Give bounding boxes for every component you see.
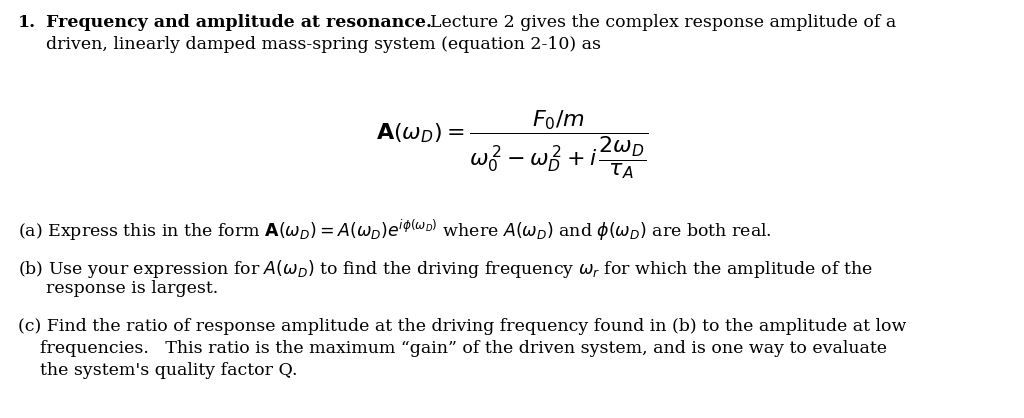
Text: response is largest.: response is largest. xyxy=(46,280,218,297)
Text: (c) Find the ratio of response amplitude at the driving frequency found in (b) t: (c) Find the ratio of response amplitude… xyxy=(18,318,906,335)
Text: the system's quality factor Q.: the system's quality factor Q. xyxy=(18,362,298,379)
Text: (a) Express this in the form $\mathbf{A}(\omega_D) = A(\omega_D)e^{i\phi(\omega_: (a) Express this in the form $\mathbf{A}… xyxy=(18,218,772,243)
Text: Lecture 2 gives the complex response amplitude of a: Lecture 2 gives the complex response amp… xyxy=(430,14,896,31)
Text: $\mathbf{A}(\omega_D) = \dfrac{F_0/m}{\omega_0^{\,2} - \omega_D^{\,2} + i\,\dfra: $\mathbf{A}(\omega_D) = \dfrac{F_0/m}{\o… xyxy=(376,108,648,181)
Text: driven, linearly damped mass-spring system (equation 2-10) as: driven, linearly damped mass-spring syst… xyxy=(46,36,601,53)
Text: 1.: 1. xyxy=(18,14,36,31)
Text: frequencies.   This ratio is the maximum “gain” of the driven system, and is one: frequencies. This ratio is the maximum “… xyxy=(18,340,887,357)
Text: (b) Use your expression for $A(\omega_D)$ to find the driving frequency $\omega_: (b) Use your expression for $A(\omega_D)… xyxy=(18,258,872,280)
Text: Frequency and amplitude at resonance.: Frequency and amplitude at resonance. xyxy=(46,14,432,31)
